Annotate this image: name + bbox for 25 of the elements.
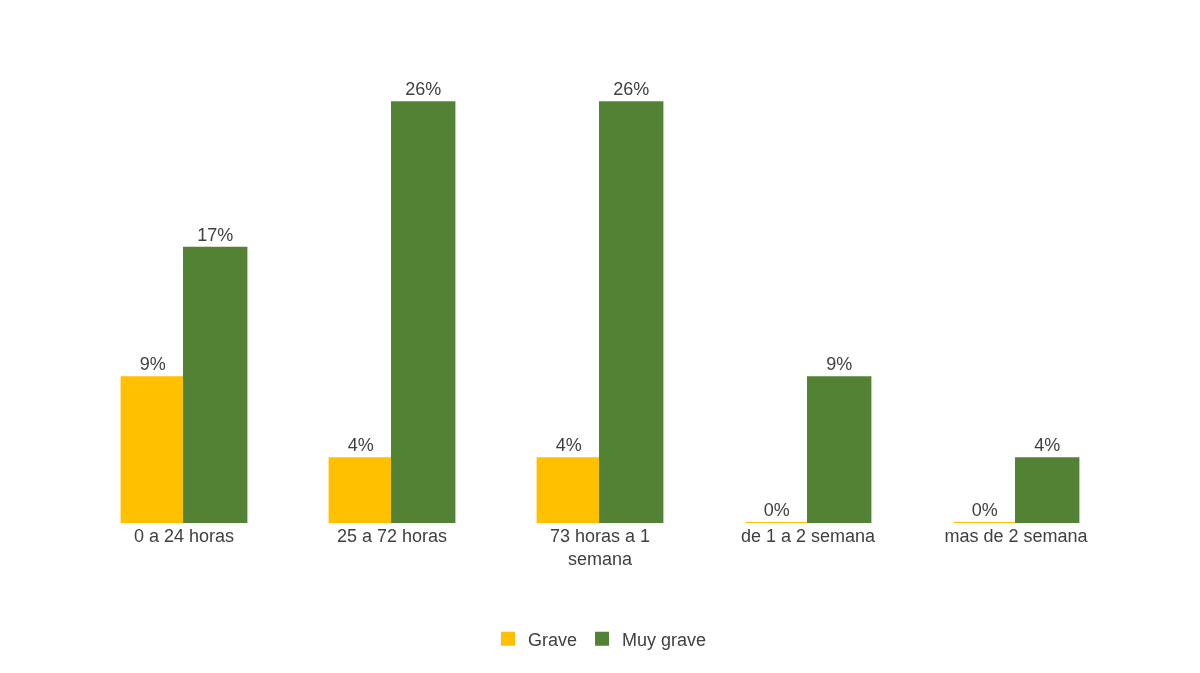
x-tick-label: 25 a 72 horas <box>336 526 448 546</box>
data-label: 4% <box>1034 435 1061 456</box>
data-label: 4% <box>347 435 374 456</box>
bar <box>183 246 248 523</box>
bar <box>1015 457 1080 523</box>
data-label: 26% <box>613 79 650 100</box>
x-tick-label: 73 horas a 1 semana <box>549 526 651 570</box>
bar <box>120 376 185 523</box>
data-label: 4% <box>555 435 582 456</box>
legend-label: Grave <box>528 629 578 650</box>
data-label: 9% <box>139 354 166 375</box>
bar <box>599 101 664 523</box>
x-tick-label: de 1 a 2 semana <box>740 526 877 546</box>
x-tick-label: 0 a 24 horas <box>133 526 235 546</box>
bar <box>536 457 601 523</box>
legend-label: Muy grave <box>622 629 707 650</box>
data-label: 9% <box>826 354 853 375</box>
data-label: 0% <box>763 500 790 520</box>
bar <box>391 101 456 523</box>
bar <box>807 376 872 523</box>
x-tick-label: mas de 2 semana <box>944 526 1089 546</box>
bar <box>328 457 393 523</box>
data-label: 17% <box>197 224 234 245</box>
data-label: 0% <box>971 500 998 520</box>
data-label: 26% <box>405 79 442 100</box>
